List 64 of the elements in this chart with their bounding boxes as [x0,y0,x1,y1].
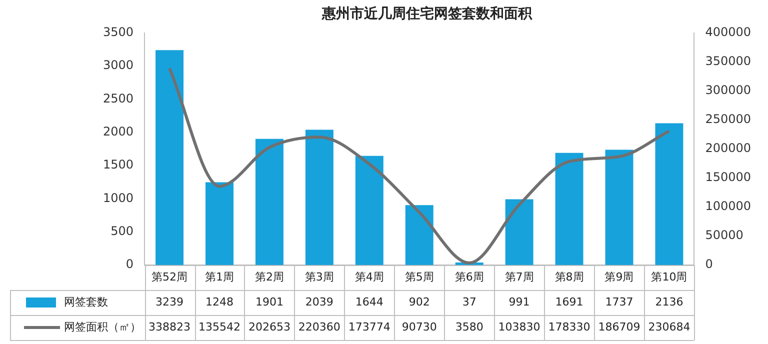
y-tick-label: 3000 [102,58,134,72]
y2-tick-label: 200000 [705,141,752,156]
y2-tick-label: 400000 [705,24,752,39]
x-tick-label: 第8周 [554,270,584,284]
data-label: 991 [508,295,530,308]
data-label: 230684 [648,320,690,334]
y2-tick-label: 50000 [705,228,744,242]
bar [555,152,584,265]
bar [355,156,384,265]
data-label: 1901 [255,295,284,308]
data-label: 103830 [498,320,540,334]
bar [405,205,434,265]
y-tick-label: 0 [126,257,134,272]
legend-label: 网签套数 [64,295,108,308]
data-label: 37 [462,295,476,308]
data-label: 90730 [402,320,437,334]
x-tick-label: 第10周 [651,270,688,284]
y2-tick-label: 250000 [705,112,752,126]
data-label: 2039 [305,295,334,308]
x-tick-label: 第2周 [254,270,284,284]
data-label: 173774 [348,320,390,334]
y-tick-label: 2000 [102,124,134,138]
y-tick-label: 2500 [102,91,134,106]
data-label: 135542 [198,320,240,334]
data-label: 1737 [605,295,634,308]
y-tick-label: 1500 [102,158,134,172]
data-label: 3580 [455,320,484,334]
chart-title: 惠州市近几周住宅网签套数和面积 [321,5,533,22]
y2-tick-label: 300000 [705,82,752,97]
y-tick-label: 3500 [102,24,134,39]
legend-label: 网签面积（㎡） [64,320,141,334]
y2-tick-label: 100000 [705,199,752,214]
x-tick-label: 第5周 [404,270,434,284]
data-label: 220360 [298,320,340,334]
y2-tick-label: 0 [705,257,713,272]
data-label: 178330 [548,320,590,334]
bar [156,50,184,265]
data-label: 902 [408,295,430,308]
y2-tick-label: 350000 [705,54,752,68]
x-tick-label: 第1周 [204,270,234,284]
data-label: 202653 [248,320,290,334]
x-tick-label: 第4周 [354,270,384,284]
y-tick-label: 500 [110,224,134,238]
data-label: 186709 [598,320,640,334]
x-tick-label: 第3周 [304,270,334,284]
bar [255,138,284,265]
data-label: 2136 [655,295,684,308]
x-tick-label: 第52周 [152,270,188,284]
data-label: 1644 [355,295,384,308]
data-label: 1248 [205,295,234,308]
bar [206,182,234,265]
bar [305,130,334,265]
bar [605,150,634,265]
line-series [168,66,671,264]
bar [655,123,684,265]
y-tick-label: 1000 [102,190,134,205]
x-tick-label: 第7周 [504,270,534,284]
data-label: 338823 [148,320,191,334]
data-label: 1691 [555,295,584,308]
bar [505,199,534,265]
data-label: 3239 [156,295,184,308]
x-tick-label: 第9周 [604,270,634,284]
y2-tick-label: 150000 [705,170,752,184]
x-tick-label: 第6周 [454,270,484,284]
